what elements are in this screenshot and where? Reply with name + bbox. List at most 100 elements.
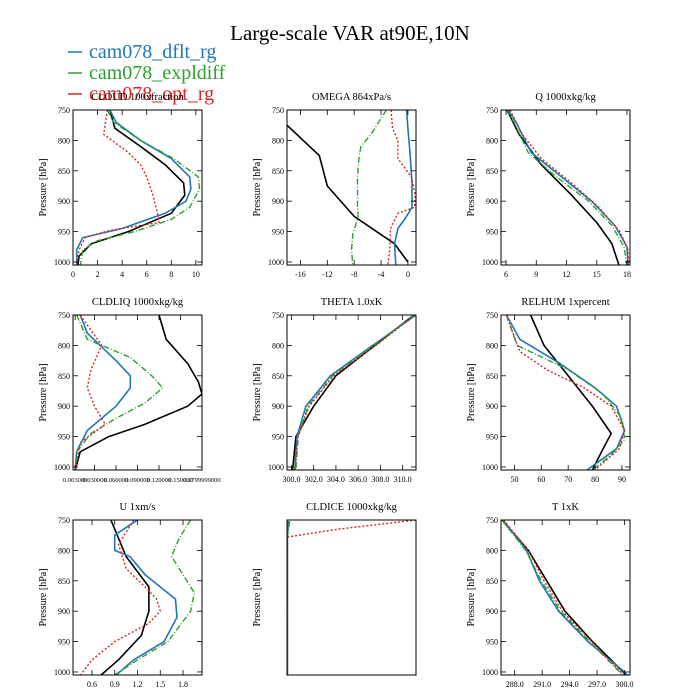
x-tick-label-2-2: 12: [563, 270, 571, 279]
x-tick-label-4-5: 310.0: [394, 475, 412, 484]
panel-2: Q 1000xkg/kg 750 800 850 900 950 1000 6 9 12 15 18 P…: [466, 92, 631, 279]
plot-frame-0: [72, 109, 203, 266]
y-tick-label-3-2: 850: [58, 372, 70, 381]
x-tick-label-2-1: 9: [534, 270, 538, 279]
y-tick-label-8-3: 900: [486, 607, 498, 616]
y-tick-label-5-4: 950: [486, 433, 498, 442]
x-tick-label-2-3: 15: [593, 270, 601, 279]
x-tick-label-1-2: -8: [351, 270, 358, 279]
x-tick-label-3-2: 0.060000: [104, 477, 128, 484]
series-line-opt-0: [76, 110, 160, 265]
series-line-ref-4: [291, 315, 415, 470]
series-line-dflt-1: [393, 110, 413, 265]
y-tick-label-0-5: 1000: [54, 258, 70, 267]
series-line-expl-6: [114, 520, 196, 675]
series-line-ref-5: [529, 315, 612, 470]
x-tick-label-0-2: 4: [120, 270, 124, 279]
plot-frame-2: [500, 109, 631, 266]
x-tick-label-4-2: 304.0: [327, 475, 345, 484]
x-tick-label-6-2: 1.2: [133, 680, 143, 689]
series-line-opt-5: [505, 315, 626, 470]
x-tick-label-5-1: 60: [537, 475, 545, 484]
y-tick-label-1-4: 950: [272, 228, 284, 237]
y-tick-label-2-3: 900: [486, 197, 498, 206]
plot-frame-5: [500, 314, 631, 471]
y-tick-label-8-0: 750: [486, 516, 498, 525]
series-line-dflt-4: [294, 315, 416, 470]
y-tick-label-6-2: 850: [58, 577, 70, 586]
panel-6: U 1xm/s 750 800 850 900 950 1000 0.6 0.9 1.2 1.5 1.…: [38, 502, 203, 689]
x-tick-label-6-1: 0.9: [110, 680, 120, 689]
y-tick-label-5-1: 800: [486, 341, 498, 350]
series-line-ref-2: [506, 110, 620, 265]
y-tick-label-8-2: 850: [486, 577, 498, 586]
y-tick-label-6-1: 800: [58, 546, 70, 555]
panel-title-2: Q 1000xkg/kg: [535, 92, 596, 103]
panel-1: OMEGA 864xPa/s 750 800 850 900 950 1000 -16 -12 -…: [252, 92, 417, 279]
y-tick-label-8-4: 950: [486, 638, 498, 647]
panel-title-4: THETA 1.0xK: [321, 297, 383, 308]
x-tick-label-1-3: -4: [378, 270, 385, 279]
y-tick-label-1-3: 900: [272, 197, 284, 206]
y-tick-label-3-4: 950: [58, 433, 70, 442]
x-tick-label-0-1: 2: [96, 270, 100, 279]
legend-label-0: cam078_dflt_rg: [89, 41, 216, 63]
x-tick-label-1-1: -12: [322, 270, 333, 279]
x-tick-label-6-3: 1.5: [155, 680, 165, 689]
y-tick-label-6-3: 900: [58, 607, 70, 616]
x-tick-label-4-1: 302.0: [305, 475, 323, 484]
y-tick-label-2-5: 1000: [482, 258, 498, 267]
y-tick-label-3-3: 900: [58, 402, 70, 411]
panel-8: T 1xK 750 800 850 900 950 1000 288.0 291.0 294.0 2…: [466, 502, 634, 689]
legend-label-2: cam078_opt_rg: [89, 83, 214, 105]
y-tick-label-0-1: 800: [58, 136, 70, 145]
y-tick-label-6-4: 950: [58, 638, 70, 647]
panel-title-7: CLDICE 1000xkg/kg: [306, 502, 397, 513]
y-tick-label-5-0: 750: [486, 311, 498, 320]
y-tick-label-2-1: 800: [486, 136, 498, 145]
series-line-ref-3: [74, 315, 202, 470]
x-tick-label-3-0: 0.003000: [63, 477, 87, 484]
series-line-dflt-2: [507, 110, 629, 265]
x-tick-label-6-0: 0.6: [87, 680, 97, 689]
x-tick-label-3-4: 0.120000: [147, 477, 171, 484]
y-tick-label-0-2: 850: [58, 167, 70, 176]
x-tick-label-3-1: 0.030000: [82, 477, 106, 484]
y-tick-label-4-2: 850: [272, 372, 284, 381]
x-tick-label-5-0: 50: [510, 475, 518, 484]
y-tick-label-4-3: 900: [272, 402, 284, 411]
x-tick-label-1-4: 0: [406, 270, 410, 279]
y-tick-label-4-0: 750: [272, 311, 284, 320]
y-tick-label-5-5: 1000: [482, 463, 498, 472]
panel-4: THETA 1.0xK 750 800 850 900 950 1000 300.0 302.0…: [252, 297, 417, 484]
x-tick-label-0-4: 8: [169, 270, 173, 279]
y-tick-label-2-4: 950: [486, 228, 498, 237]
y-tick-label-6-0: 750: [58, 516, 70, 525]
y-axis-label-1: Pressure [hPa]: [252, 158, 263, 216]
panel-title-6: U 1xm/s: [120, 502, 156, 513]
x-tick-label-4-0: 300.0: [282, 475, 300, 484]
series-line-expl-2: [505, 110, 628, 265]
panel-title-5: RELHUM 1xpercent: [521, 297, 609, 308]
y-axis-label-3: Pressure [hPa]: [38, 363, 49, 421]
x-tick-label-3-6: 0.1799999000: [183, 477, 220, 484]
y-axis-label-6: Pressure [hPa]: [38, 568, 49, 626]
panel-title-1: OMEGA 864xPa/s: [312, 92, 391, 103]
y-tick-label-8-1: 800: [486, 546, 498, 555]
panel-title-3: CLDLIQ 1000xkg/kg: [92, 297, 184, 308]
y-tick-label-4-4: 950: [272, 433, 284, 442]
series-line-expl-3: [74, 315, 164, 470]
x-tick-label-5-3: 80: [591, 475, 599, 484]
series-line-opt-8: [503, 520, 625, 675]
panel-5: RELHUM 1xpercent 750 800 850 900 950 1000 50 60 7…: [466, 297, 631, 484]
figure-title: Large-scale VAR at90E,10N: [230, 21, 470, 45]
series-line-ref-6: [100, 520, 150, 675]
y-axis-label-4: Pressure [hPa]: [252, 363, 263, 421]
series-line-dflt-5: [505, 315, 626, 470]
x-tick-label-5-4: 90: [618, 475, 626, 484]
x-tick-label-8-0: 288.0: [506, 680, 524, 689]
panel-title-8: T 1xK: [552, 502, 579, 513]
x-tick-label-2-0: 6: [504, 270, 508, 279]
